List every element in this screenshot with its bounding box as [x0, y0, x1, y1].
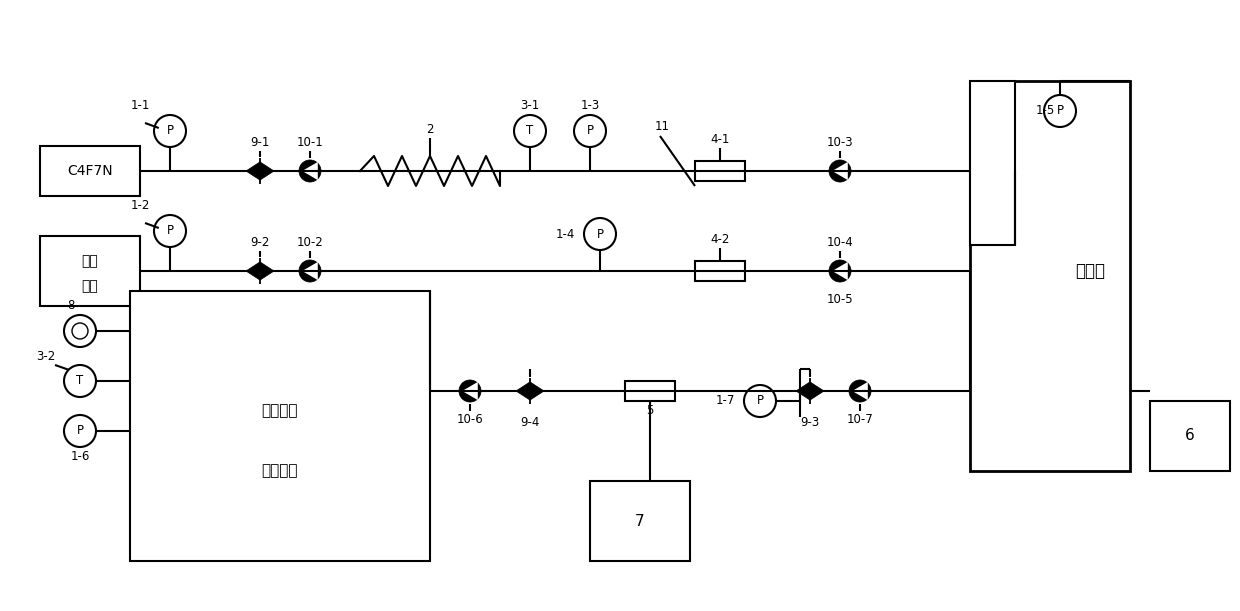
Text: 3-2: 3-2	[36, 350, 55, 363]
Text: 9-1: 9-1	[250, 136, 269, 149]
Text: 10-7: 10-7	[847, 413, 873, 426]
Bar	[625, 381, 675, 401]
Text: 1-2: 1-2	[130, 199, 150, 212]
Polygon shape	[832, 162, 848, 180]
Bar	[1149, 401, 1230, 471]
Polygon shape	[246, 162, 260, 180]
Bar	[970, 81, 1130, 471]
Text: 缓冲: 缓冲	[82, 254, 98, 268]
Circle shape	[299, 160, 321, 182]
Text: P: P	[77, 425, 83, 437]
Polygon shape	[529, 382, 544, 400]
Text: 9-3: 9-3	[800, 416, 820, 429]
Text: C4F7N: C4F7N	[67, 164, 113, 178]
Text: 10-4: 10-4	[827, 236, 853, 249]
Circle shape	[830, 260, 851, 282]
Text: 8: 8	[68, 299, 74, 312]
Circle shape	[299, 260, 321, 282]
Polygon shape	[246, 262, 260, 280]
Text: 10-5: 10-5	[827, 293, 853, 306]
Polygon shape	[852, 382, 868, 400]
Circle shape	[849, 380, 870, 402]
Text: 气体: 气体	[82, 279, 98, 293]
Text: 1-6: 1-6	[71, 450, 89, 463]
Text: 1-5: 1-5	[1035, 104, 1055, 117]
Text: 4-1: 4-1	[711, 133, 729, 146]
Text: P: P	[1056, 104, 1064, 117]
Text: 气体绝缘: 气体绝缘	[262, 403, 299, 419]
Text: 4-2: 4-2	[711, 233, 729, 246]
Text: 6: 6	[1185, 428, 1195, 444]
Polygon shape	[260, 262, 274, 280]
Text: 1-1: 1-1	[130, 99, 150, 112]
Text: P: P	[756, 395, 764, 408]
Bar	[590, 481, 689, 561]
Polygon shape	[810, 382, 825, 400]
Bar	[694, 261, 745, 281]
Text: 1-7: 1-7	[715, 395, 735, 408]
Bar	[970, 81, 1016, 245]
Text: 5: 5	[646, 404, 653, 417]
Text: P: P	[166, 224, 174, 238]
Polygon shape	[303, 162, 317, 180]
Text: 10-2: 10-2	[296, 236, 324, 249]
Text: 3-1: 3-1	[521, 99, 539, 112]
Polygon shape	[516, 382, 529, 400]
Text: P: P	[166, 125, 174, 137]
Text: 电力设备: 电力设备	[262, 464, 299, 478]
Polygon shape	[796, 382, 810, 400]
Text: 混气罐: 混气罐	[1075, 262, 1105, 280]
Bar	[130, 291, 430, 561]
Bar	[40, 236, 140, 306]
Polygon shape	[832, 262, 848, 280]
Text: 11: 11	[655, 120, 670, 133]
Text: 1-4: 1-4	[556, 227, 575, 241]
Bar	[694, 161, 745, 181]
Text: P: P	[596, 227, 604, 241]
Text: 9-2: 9-2	[250, 236, 269, 249]
Text: 10-1: 10-1	[296, 136, 324, 149]
Text: 9-4: 9-4	[521, 416, 539, 429]
Text: 10-6: 10-6	[456, 413, 484, 426]
Text: P: P	[587, 125, 594, 137]
Bar	[40, 146, 140, 196]
Text: T: T	[526, 125, 533, 137]
Text: 2: 2	[427, 123, 434, 136]
Text: 10-3: 10-3	[827, 136, 853, 149]
Polygon shape	[463, 382, 477, 400]
Text: T: T	[77, 375, 83, 387]
Polygon shape	[260, 162, 274, 180]
Text: 7: 7	[635, 513, 645, 529]
Text: 1-3: 1-3	[580, 99, 600, 112]
Circle shape	[830, 160, 851, 182]
Circle shape	[459, 380, 481, 402]
Polygon shape	[303, 262, 317, 280]
